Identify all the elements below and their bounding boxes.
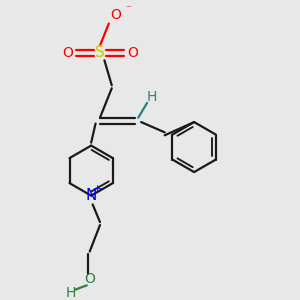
Text: O: O [62,46,73,60]
Text: O: O [111,8,122,22]
Text: ⁻: ⁻ [125,4,131,14]
Text: O: O [84,272,95,286]
Text: S: S [95,45,105,60]
Text: +: + [93,184,102,194]
Text: H: H [65,286,76,300]
Text: H: H [146,90,157,104]
Text: O: O [127,46,138,60]
Text: N: N [85,188,97,203]
